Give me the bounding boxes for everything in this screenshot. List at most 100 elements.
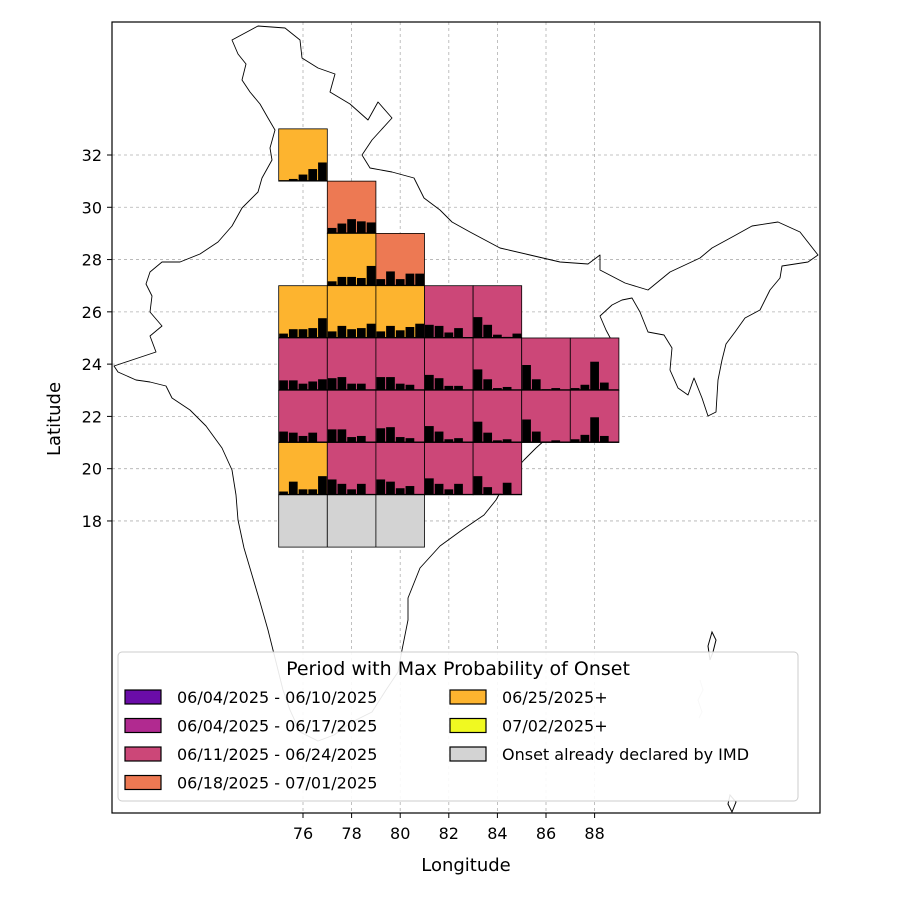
histogram-bar (366, 265, 376, 286)
histogram-bar (502, 386, 512, 391)
histogram-bar (599, 435, 609, 443)
histogram-bar (376, 428, 386, 443)
grid-cell (424, 285, 474, 339)
histogram-bar (425, 324, 434, 338)
histogram-bar (288, 380, 298, 391)
histogram-bar (473, 421, 483, 443)
histogram-bar (337, 429, 347, 443)
x-tick-label: 76 (293, 824, 313, 843)
histogram-bar (298, 435, 308, 443)
y-tick-label: 20 (82, 460, 102, 479)
grid-cell (326, 494, 377, 548)
histogram-bar (541, 441, 551, 443)
x-tick-label: 88 (584, 824, 604, 843)
histogram-bar (366, 323, 376, 338)
histogram-bar (327, 227, 337, 234)
grid-cell (375, 285, 425, 339)
y-tick-label: 32 (82, 146, 102, 165)
histogram-bar (356, 383, 366, 391)
y-tick-label: 26 (82, 303, 102, 322)
legend-title: Period with Max Probability of Onset (286, 658, 630, 680)
grid-cell (424, 389, 474, 443)
histogram-bar (444, 385, 454, 391)
grid-cell (326, 233, 377, 287)
histogram-bar (376, 331, 386, 338)
histogram-bar (288, 432, 298, 443)
histogram-bar (395, 488, 405, 495)
histogram-bar (298, 174, 308, 182)
grid-cell (375, 337, 425, 391)
grid-cell (375, 389, 425, 443)
grid-cell (278, 494, 328, 548)
grid-cell (424, 337, 474, 391)
grid-cell (326, 337, 377, 391)
grid-cell (569, 389, 620, 443)
legend-swatch (124, 689, 162, 705)
grid-cell (326, 285, 377, 339)
histogram-bar (531, 379, 541, 391)
histogram-bar (376, 377, 386, 391)
histogram-bar (337, 223, 347, 234)
histogram-bar (318, 476, 327, 495)
histogram-bar (454, 385, 463, 391)
x-tick-label: 82 (439, 824, 459, 843)
histogram-bar (531, 431, 541, 443)
histogram-bar (356, 483, 366, 495)
histogram-bar (298, 329, 308, 338)
histogram-bar (483, 432, 493, 443)
histogram-bar (318, 318, 327, 338)
grid-cell (521, 337, 571, 391)
histogram-bar (288, 481, 298, 495)
histogram-bar (473, 369, 483, 391)
x-axis-label: Longitude (421, 855, 511, 876)
histogram-bar (356, 221, 366, 234)
histogram-bar (327, 479, 337, 495)
histogram-bar (444, 489, 454, 495)
histogram-bar (405, 438, 415, 443)
histogram-bar (473, 317, 483, 338)
grid-cell (472, 389, 523, 443)
histogram-bar (395, 383, 405, 391)
histogram-bar (347, 383, 356, 391)
histogram-bar (405, 486, 415, 495)
histogram-bar (386, 377, 395, 391)
histogram-bar (386, 481, 395, 495)
histogram-bar (522, 419, 531, 443)
legend-swatch (124, 746, 162, 762)
histogram-bar (512, 333, 522, 338)
grid-cell (326, 442, 377, 496)
histogram-bar (318, 162, 327, 182)
histogram-bar (522, 365, 531, 391)
histogram-bar (425, 478, 434, 495)
histogram-bar (444, 439, 454, 443)
histogram-bar (580, 434, 590, 443)
histogram-bar (279, 333, 288, 338)
histogram-bar (347, 489, 356, 495)
histogram-bar (395, 437, 405, 443)
legend-swatch (449, 717, 487, 734)
histogram-bar (327, 429, 337, 443)
grid-cell (278, 285, 328, 339)
y-tick-label: 30 (82, 198, 102, 217)
histogram-bar (493, 334, 502, 338)
histogram-bar (493, 388, 502, 391)
legend-entry-label: Onset already declared by IMD (502, 745, 749, 764)
histogram-bar (308, 489, 318, 495)
plot-frame (111, 21, 821, 814)
legend-swatch (124, 717, 162, 734)
legend-swatch (124, 774, 162, 791)
histogram-bar (425, 374, 434, 391)
legend-entries: 06/04/2025 - 06/10/2025 06/04/2025 - 06/1… (124, 688, 749, 793)
histogram-bar (434, 325, 444, 338)
histogram-bar (395, 330, 405, 338)
y-axis-label: Latitude (44, 382, 65, 456)
y-tick-label: 22 (82, 407, 102, 426)
legend-entry-label: 06/04/2025 - 06/17/2025 (177, 717, 377, 736)
histogram-bar (502, 439, 512, 443)
x-tick-label: 84 (487, 824, 507, 843)
histogram-bar (308, 381, 318, 391)
histogram-bar (386, 325, 395, 338)
histogram-bar (337, 276, 347, 286)
grid-cell-background (278, 494, 328, 548)
histogram-bar (551, 388, 561, 391)
